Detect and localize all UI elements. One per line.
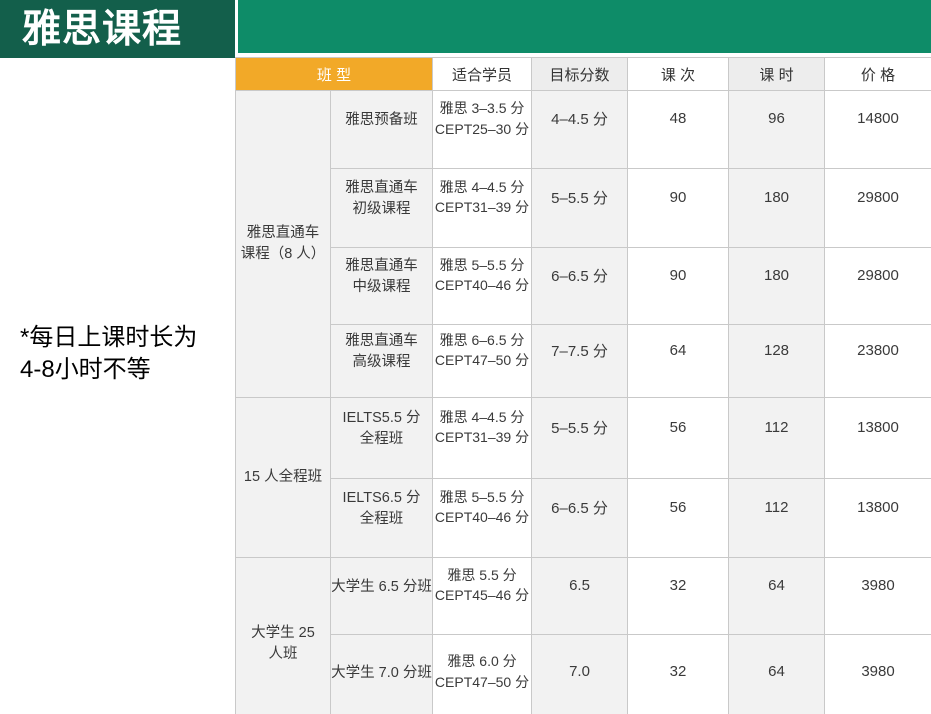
hours-cell: 64 — [728, 634, 826, 714]
suitable-cell: 雅思 4–4.5 分 CEPT31–39 分 — [432, 168, 533, 248]
class-name-cell: 雅思直通车 高级课程 — [329, 324, 434, 398]
table-row: 雅思直通车 初级课程 雅思 4–4.5 分 CEPT31–39 分 5–5.5 … — [236, 168, 931, 248]
class-name-cell: 大学生 6.5 分班 — [329, 557, 434, 635]
hours-cell: 128 — [728, 324, 826, 398]
target-score-cell: 6–6.5 分 — [531, 247, 629, 325]
hours-cell: 112 — [728, 397, 826, 479]
lessons-cell: 56 — [627, 397, 730, 479]
suitable-cell: 雅思 5–5.5 分 CEPT40–46 分 — [432, 247, 533, 325]
price-cell: 3980 — [824, 557, 931, 635]
table-row: 雅思直通车 高级课程 雅思 6–6.5 分 CEPT47–50 分 7–7.5 … — [236, 324, 931, 398]
table-row: 雅思直通车 课程（8 人） 雅思预备班 雅思 3–3.5 分 CEPT25–30… — [235, 90, 931, 398]
lessons-cell: 32 — [627, 557, 730, 635]
lessons-cell: 90 — [627, 168, 730, 248]
target-score-cell: 4–4.5 分 — [531, 90, 629, 169]
suitable-cell: 雅思 6–6.5 分 CEPT47–50 分 — [432, 324, 533, 398]
price-cell: 13800 — [824, 397, 931, 479]
lessons-cell: 56 — [627, 478, 730, 558]
lessons-cell: 90 — [627, 247, 730, 325]
lessons-cell: 32 — [627, 634, 730, 714]
col-header-price: 价 格 — [824, 57, 931, 91]
target-score-cell: 5–5.5 分 — [531, 168, 629, 248]
table-row: 大学生 25 人班 大学生 6.5 分班 雅思 5.5 分 CEPT45–46 … — [235, 557, 931, 714]
price-cell: 29800 — [824, 168, 931, 248]
class-name-cell: 雅思直通车 中级课程 — [329, 247, 434, 325]
lessons-cell: 48 — [627, 90, 730, 169]
suitable-cell: 雅思 4–4.5 分 CEPT31–39 分 — [432, 397, 533, 479]
col-header-target-score: 目标分数 — [531, 57, 629, 91]
class-name-cell: 大学生 7.0 分班 — [329, 634, 434, 714]
class-name-cell: 雅思直通车 初级课程 — [329, 168, 434, 248]
hours-cell: 112 — [728, 478, 826, 558]
note-line-1: *每日上课时长为 — [20, 324, 198, 351]
note-line-2: 4-8小时不等 — [20, 356, 151, 384]
class-name-cell: IELTS6.5 分 全程班 — [329, 478, 434, 558]
group-cell: 15 人全程班 — [235, 397, 331, 558]
class-name-cell: 雅思预备班 — [329, 90, 434, 169]
course-table-wrap: 班 型 适合学员 目标分数 课 次 课 时 价 格 雅思直通车 课程（8 人） … — [234, 57, 931, 714]
price-cell: 3980 — [824, 634, 931, 714]
note-text: *每日上课时长为 4-8小时不等 — [20, 322, 235, 387]
hours-cell: 180 — [728, 168, 826, 248]
col-header-lessons: 课 次 — [627, 57, 730, 91]
hours-cell: 64 — [728, 557, 826, 635]
table-row: 大学生 7.0 分班 雅思 6.0 分 CEPT47–50 分 7.0 32 6… — [236, 634, 931, 714]
table-row: 15 人全程班 IELTS5.5 分 全程班 雅思 4–4.5 分 CEPT31… — [235, 397, 931, 558]
price-cell: 23800 — [824, 324, 931, 398]
price-cell: 29800 — [824, 247, 931, 325]
price-cell: 14800 — [824, 90, 931, 169]
lessons-cell: 64 — [627, 324, 730, 398]
target-score-cell: 7.0 — [531, 634, 629, 714]
col-header-class-type: 班 型 — [234, 57, 434, 91]
group-cell: 大学生 25 人班 — [235, 557, 331, 714]
suitable-cell: 雅思 6.0 分 CEPT47–50 分 — [432, 634, 533, 714]
page-title: 雅思课程 — [22, 7, 183, 51]
col-header-suitable: 适合学员 — [432, 57, 533, 91]
table-row: 雅思直通车 中级课程 雅思 5–5.5 分 CEPT40–46 分 6–6.5 … — [236, 247, 931, 325]
price-cell: 13800 — [824, 478, 931, 558]
target-score-cell: 6–6.5 分 — [531, 478, 629, 558]
table-row: IELTS6.5 分 全程班 雅思 5–5.5 分 CEPT40–46 分 6–… — [236, 478, 931, 558]
col-header-hours: 课 时 — [728, 57, 826, 91]
green-top-bar — [238, 0, 931, 53]
hours-cell: 96 — [728, 90, 826, 169]
group-cell: 雅思直通车 课程（8 人） — [235, 90, 331, 398]
suitable-cell: 雅思 3–3.5 分 CEPT25–30 分 — [432, 90, 533, 169]
title-banner: 雅思课程 — [0, 0, 235, 58]
target-score-cell: 5–5.5 分 — [531, 397, 629, 479]
suitable-cell: 雅思 5.5 分 CEPT45–46 分 — [432, 557, 533, 635]
class-name-cell: IELTS5.5 分 全程班 — [329, 397, 434, 479]
hours-cell: 180 — [728, 247, 826, 325]
target-score-cell: 7–7.5 分 — [531, 324, 629, 398]
target-score-cell: 6.5 — [531, 557, 629, 635]
course-table: 班 型 适合学员 目标分数 课 次 课 时 价 格 雅思直通车 课程（8 人） … — [234, 57, 931, 714]
suitable-cell: 雅思 5–5.5 分 CEPT40–46 分 — [432, 478, 533, 558]
header-row: 班 型 适合学员 目标分数 课 次 课 时 价 格 — [234, 57, 931, 91]
